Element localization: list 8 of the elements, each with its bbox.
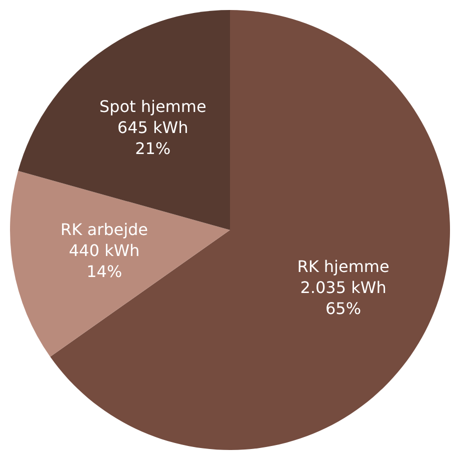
data-label: 645 kWh 21% <box>117 118 188 158</box>
pie-slice <box>50 10 450 450</box>
slice-label: RK arbejde <box>60 220 148 240</box>
slice-label: RK hjemme <box>297 257 390 276</box>
pie-slice <box>10 170 230 357</box>
slice-label: Spot hjemme <box>99 96 206 116</box>
data-label: 440 kWh 14% <box>68 241 140 282</box>
data-label: 2.035 kWh 65% <box>300 278 386 318</box>
